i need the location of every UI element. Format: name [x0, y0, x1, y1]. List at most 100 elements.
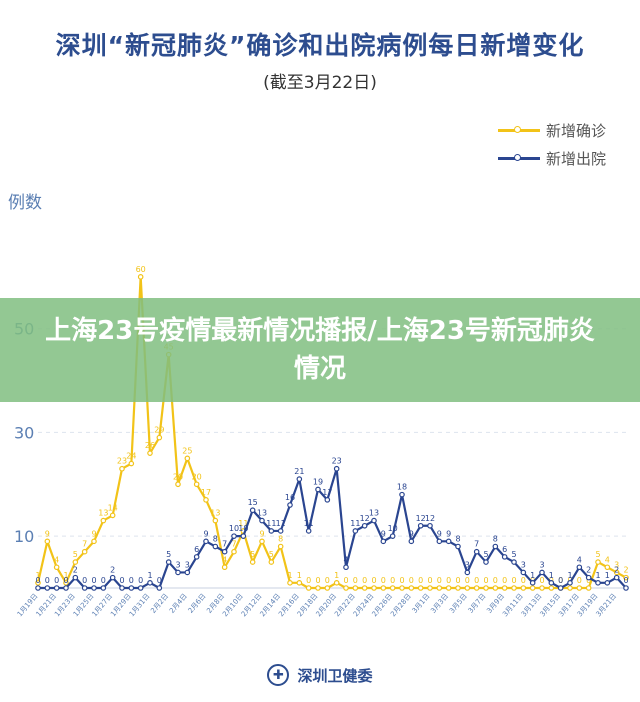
data-label-0: 11	[238, 519, 248, 528]
data-point-0	[72, 559, 79, 565]
headline-banner: 上海23号疫情最新情况播报/上海23号新冠肺炎情况	[0, 298, 640, 402]
data-point-0	[483, 585, 489, 591]
data-point-0	[35, 580, 41, 586]
data-label-1: 2	[73, 566, 78, 575]
data-label-1: 4	[343, 555, 348, 564]
legend-item-discharged: 新增出院	[498, 144, 606, 172]
data-point-0	[501, 585, 508, 591]
data-label-1: 2	[586, 566, 591, 575]
data-point-1	[249, 507, 256, 514]
x-tick-label: 2月6日	[187, 592, 208, 615]
data-label-1: 3	[185, 560, 190, 569]
data-point-1	[343, 564, 349, 571]
data-point-1	[193, 554, 200, 560]
data-point-0	[296, 580, 303, 586]
data-label-0: 8	[278, 535, 283, 544]
data-point-1	[63, 585, 69, 591]
data-label-1: 4	[577, 555, 582, 564]
legend-item-confirmed: 新增确诊	[498, 116, 606, 144]
data-point-0	[464, 585, 471, 591]
data-label-1: 8	[493, 535, 498, 544]
data-label-1: 0	[157, 576, 162, 585]
data-label-1: 5	[166, 550, 171, 559]
data-point-1	[175, 569, 181, 576]
footer: ✚ 深圳卫健委	[0, 664, 640, 686]
data-label-0: 0	[315, 576, 320, 585]
data-point-1	[352, 528, 359, 534]
data-label-0: 4	[222, 555, 227, 564]
data-label-1: 5	[511, 550, 516, 559]
data-label-0: 0	[558, 576, 563, 585]
data-label-0: 23	[117, 457, 127, 466]
data-label-1: 0	[623, 576, 628, 585]
data-point-0	[520, 585, 527, 591]
data-label-1: 16	[285, 493, 295, 502]
data-label-1: 8	[455, 535, 460, 544]
data-label-1: 3	[175, 560, 180, 569]
data-label-0: 14	[108, 503, 118, 512]
data-label-0: 5	[269, 550, 274, 559]
data-label-1: 0	[101, 576, 106, 585]
chart-title: 深圳“新冠肺炎”确诊和出院病例每日新增变化	[55, 31, 585, 60]
data-point-0	[417, 585, 424, 591]
data-label-1: 19	[313, 477, 323, 486]
data-label-0: 0	[418, 576, 423, 585]
data-point-1	[203, 538, 209, 545]
data-point-0	[595, 559, 601, 565]
data-label-1: 23	[332, 457, 342, 466]
data-point-0	[156, 434, 163, 441]
data-label-0: 0	[483, 576, 488, 585]
data-point-0	[539, 585, 545, 591]
data-label-1: 6	[502, 545, 507, 554]
data-point-1	[324, 497, 331, 503]
data-label-0: 0	[521, 576, 526, 585]
data-label-0: 24	[126, 452, 136, 461]
data-point-1	[221, 548, 228, 555]
data-point-1	[212, 543, 219, 550]
data-point-1	[305, 528, 312, 534]
data-label-1: 0	[138, 576, 143, 585]
legend-label-confirmed: 新增确诊	[546, 121, 607, 140]
y-axis-label: 例数	[8, 193, 42, 213]
data-label-1: 12	[416, 514, 426, 523]
data-label-0: 0	[446, 576, 451, 585]
data-label-0: 20	[173, 472, 183, 481]
data-label-0: 2	[623, 566, 628, 575]
legend-swatch-discharged	[498, 153, 540, 161]
data-point-1	[333, 465, 340, 472]
data-point-1	[576, 564, 583, 571]
y-tick-label: 30	[14, 423, 34, 442]
data-point-0	[371, 585, 377, 591]
data-point-1	[548, 580, 555, 586]
data-label-1: 11	[350, 519, 360, 528]
data-point-0	[203, 497, 209, 503]
data-point-1	[315, 486, 321, 493]
data-label-0: 1	[297, 571, 302, 580]
data-point-1	[109, 574, 116, 581]
data-label-0: 17	[201, 488, 211, 497]
data-point-1	[53, 585, 60, 591]
data-label-1: 1	[605, 571, 610, 580]
x-tick-label: 3月5日	[448, 592, 469, 615]
data-point-1	[492, 543, 499, 550]
data-label-0: 0	[353, 576, 358, 585]
data-label-1: 11	[276, 519, 286, 528]
data-point-0	[548, 585, 555, 591]
data-label-0: 1	[287, 571, 292, 580]
data-point-0	[567, 585, 573, 591]
data-point-0	[147, 450, 153, 456]
data-label-0: 0	[381, 576, 386, 585]
data-point-0	[212, 517, 219, 524]
data-point-1	[567, 580, 573, 586]
data-point-0	[427, 585, 433, 591]
y-tick-label: 10	[14, 527, 34, 546]
data-point-1	[72, 574, 79, 581]
data-point-1	[287, 502, 293, 508]
chart-subtitle: (截至3月22日)	[263, 73, 377, 93]
data-label-1: 0	[558, 576, 563, 585]
data-point-0	[193, 481, 200, 488]
data-label-0: 9	[91, 529, 96, 538]
data-point-1	[371, 517, 377, 524]
data-point-0	[63, 580, 69, 586]
